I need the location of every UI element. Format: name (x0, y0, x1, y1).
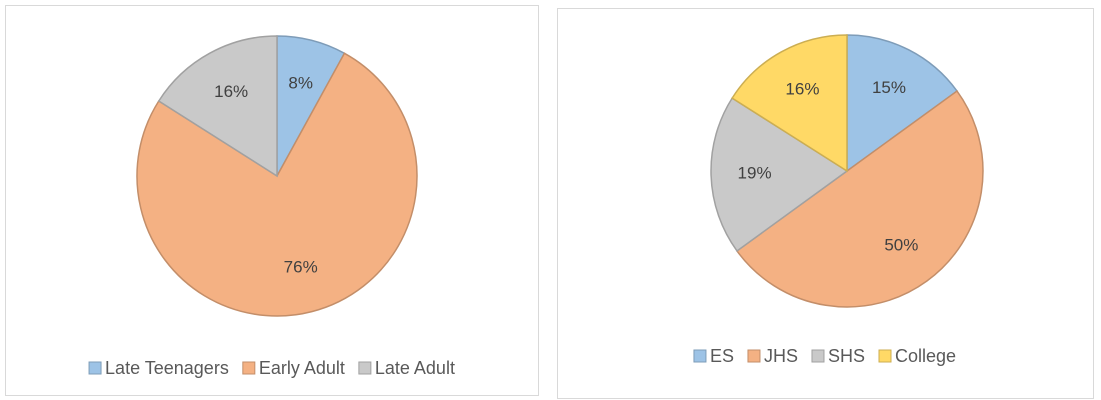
pie-slice (157, 35, 278, 178)
pie-slice (731, 34, 848, 173)
pie-slice (846, 34, 959, 173)
legend-swatch (693, 349, 707, 363)
legend-label: Late Teenagers (105, 358, 229, 378)
data-label: 16% (785, 79, 819, 98)
legend-swatch (747, 349, 761, 363)
data-label: 50% (884, 235, 918, 254)
pie-slice (136, 52, 418, 317)
legend-label: SHS (828, 346, 865, 366)
legend-swatch (811, 349, 825, 363)
legend-swatch (358, 361, 372, 375)
legend-label: College (895, 346, 956, 366)
data-label: 15% (872, 78, 906, 97)
data-label: 76% (284, 258, 318, 277)
legend-label: Early Adult (259, 358, 345, 378)
legend-swatch (242, 361, 256, 375)
data-label: 19% (738, 163, 772, 182)
legend-swatch (878, 349, 892, 363)
legend-label: JHS (764, 346, 798, 366)
pie-slice (710, 97, 849, 252)
legend-label: Late Adult (375, 358, 455, 378)
data-label: 16% (214, 82, 248, 101)
legend-label: ES (710, 346, 734, 366)
data-label: 8% (288, 73, 313, 92)
legend-swatch (88, 361, 102, 375)
pie-slice (735, 90, 984, 308)
